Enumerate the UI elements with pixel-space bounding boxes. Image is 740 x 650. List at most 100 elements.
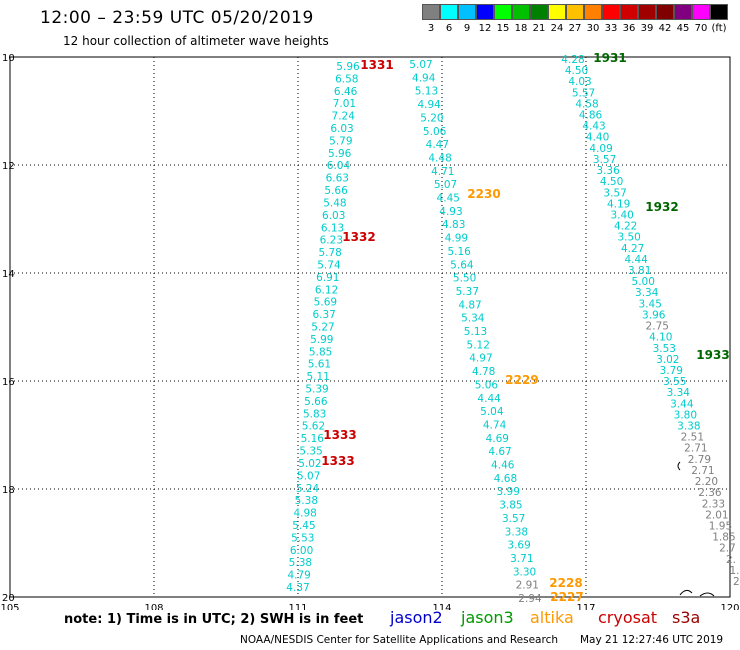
lon-tick-label: 105 [0,603,19,610]
wave-height-value: 1.95 [709,520,732,532]
wave-height-value: 6.63 [326,173,349,185]
wave-height-value: 4.87 [458,299,481,311]
pass-label: 1931 [593,51,626,65]
wave-height-value: 6.04 [327,160,351,172]
wave-height-value: 3.57 [502,513,525,525]
wave-height-value: 4.27 [621,243,644,255]
wave-height-value: 4.45 [437,193,460,205]
wave-height-value: 5.07 [297,470,320,482]
pass-label: 2229 [505,373,538,387]
wave-height-value: 5.69 [314,297,337,309]
scale-swatch [710,4,728,20]
scale-label: 36 [622,23,636,34]
wave-height-value: 3.81 [628,265,651,277]
wave-height-value: 4.43 [582,121,605,133]
wave-height-value: 4.09 [589,143,612,155]
wave-height-value: 5.78 [318,247,341,259]
wave-height-value: 4.44 [624,254,648,266]
wave-height-value: 6.12 [315,284,338,296]
scale-swatch [494,4,512,20]
footer-timestamp: May 21 12:27:46 UTC 2019 [580,634,724,646]
wave-height-value: 4.48 [428,152,451,164]
wave-height-value: 6.37 [312,309,335,321]
wave-height-value: 2.75 [646,321,669,333]
wave-height-value: 4.50 [565,65,588,77]
footer-credit: NOAA/NESDIS Center for Satellite Applica… [240,634,558,646]
wave-height-value: 6.03 [330,123,353,135]
pass-label: 1333 [323,428,356,442]
wave-height-value: 4.71 [431,166,454,178]
scale-swatch [674,4,692,20]
wave-height-value: 2.7 [719,543,736,555]
lat-tick-label: 20 [2,593,15,604]
wave-height-value: 5.04 [480,406,504,418]
scale-swatch [584,4,602,20]
wave-height-value: 4.97 [469,353,492,365]
wave-height-value: 4.68 [494,473,517,485]
wave-height-value: 2. [733,576,740,588]
wave-height-value: 2.01 [705,509,728,521]
wave-height-value: 5.64 [450,259,474,271]
wave-height-value: 4.37 [286,582,309,594]
scale-label: 24 [550,23,564,34]
scale-swatch [530,4,548,20]
wave-height-value: 4.22 [614,221,637,233]
wave-height-value: 3.38 [505,526,528,538]
coastline [679,589,715,597]
wave-height-value: 5.16 [301,433,325,445]
wave-height-value: 5.53 [291,532,314,544]
wave-height-value: 3.02 [656,354,679,366]
scale-swatch [620,4,638,20]
wave-height-value: 5.38 [295,495,318,507]
page-subtitle: 12 hour collection of altimeter wave hei… [63,34,329,48]
wave-height-value: 3.57 [593,154,616,166]
pass-label: 1332 [342,230,375,244]
wave-height-value: 2.33 [702,498,725,510]
wave-height-value: 5.00 [632,276,655,288]
scale-swatch [692,4,710,20]
wave-height-value: 3.80 [674,409,697,421]
wave-height-value: 3.55 [663,376,686,388]
wave-height-value: 5.85 [309,346,332,358]
wave-height-value: 5.99 [310,334,333,346]
scale-label: 33 [604,23,618,34]
wave-height-value: 4.78 [472,366,495,378]
scale-label: 39 [640,23,654,34]
lon-tick-label: 117 [576,603,595,610]
wave-height-value: 3.79 [660,365,683,377]
pass-label: 2228 [549,576,582,590]
wave-height-value: 4.19 [607,198,630,210]
wave-height-value: 5.34 [461,313,485,325]
coastline [677,461,681,471]
wave-height-value: 3.69 [507,540,530,552]
wave-height-value: 3.44 [670,398,694,410]
wave-height-value: 3.71 [510,553,533,565]
legend-item-altika: altika [530,608,574,627]
wave-height-value: 5.20 [420,112,443,124]
scale-label: 3 [427,23,435,34]
wave-height-value: 5.38 [289,557,312,569]
wave-height-value: 5.07 [434,179,457,191]
footnote: note: 1) Time is in UTC; 2) SWH is in fe… [64,612,364,627]
wave-height-value: 5.66 [304,396,328,408]
wave-height-value: 4.50 [600,176,623,188]
scale-swatch [566,4,584,20]
wave-height-value: 3.50 [617,232,640,244]
wave-height-value: 4.28 [561,54,584,66]
lon-tick-label: 108 [144,603,163,610]
wave-height-value: 2.71 [691,465,714,477]
wave-height-value: 2.20 [695,476,718,488]
wave-height-value: 3.34 [635,287,659,299]
wave-height-value: 6.58 [335,73,358,85]
map-frame [9,56,731,598]
wave-height-value: 4.74 [483,419,507,431]
wave-height-value: 4.69 [486,433,509,445]
wave-height-value: 1.85 [712,532,735,544]
wave-height-value: 3.57 [603,187,626,199]
wave-height-value: 5.11 [307,371,330,383]
wave-height-value: 5.66 [324,185,348,197]
pass-label: 1932 [645,200,678,214]
wave-height-value: 4.93 [439,206,462,218]
wave-height-value: 2.94 [518,593,542,605]
pass-label: 2230 [467,187,500,201]
